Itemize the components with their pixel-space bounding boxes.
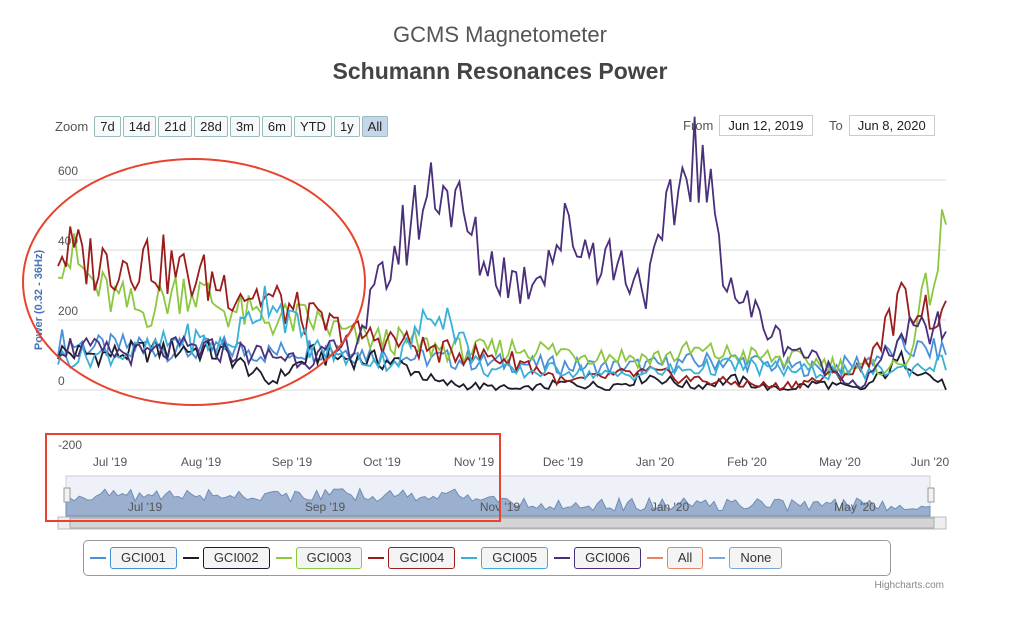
- y-tick-label: 600: [58, 164, 78, 178]
- legend-item-none[interactable]: None: [709, 547, 783, 569]
- nav-x-tick-label: Nov '19: [454, 455, 495, 469]
- zoom-button-21d[interactable]: 21d: [158, 116, 193, 137]
- legend: GCI001 GCI002 GCI003 GCI004 GCI005 GCI006 All…: [83, 540, 891, 576]
- nav-x-tick-label: Jan '20: [636, 455, 675, 469]
- zoom-button-14d[interactable]: 14d: [122, 116, 157, 137]
- legend-button-gci003[interactable]: GCI003: [295, 547, 363, 569]
- range-from-input[interactable]: Jun 12, 2019: [719, 115, 813, 136]
- legend-none-symbol: [709, 557, 726, 559]
- nav-x-tick-label: Jul '19: [93, 455, 128, 469]
- legend-symbol-gci004: [368, 557, 385, 559]
- legend-button-gci004[interactable]: GCI004: [388, 547, 456, 569]
- range-to-label: To: [829, 118, 843, 133]
- series-line-gci006: [57, 116, 947, 390]
- y-tick-label: 200: [58, 304, 78, 318]
- zoom-button-3m[interactable]: 3m: [229, 116, 260, 137]
- navigator-left-handle[interactable]: [63, 487, 71, 503]
- legend-button-gci005[interactable]: GCI005: [481, 547, 549, 569]
- legend-symbol-gci003: [275, 557, 292, 559]
- series-line-gci005: [57, 285, 947, 382]
- legend-all-symbol: [646, 557, 663, 559]
- nav-x-tick-label: Feb '20: [727, 455, 767, 469]
- nav-scroll-tick-label: Nov '19: [480, 500, 521, 514]
- credit-link[interactable]: Highcharts.com: [874, 580, 944, 591]
- chart-subtitle: Schumann Resonances Power: [332, 58, 668, 84]
- range-to-input[interactable]: Jun 8, 2020: [848, 115, 935, 136]
- range-from-label: From: [683, 118, 714, 133]
- y-tick-label: -200: [58, 438, 82, 452]
- nav-x-tick-label: Oct '19: [363, 455, 401, 469]
- legend-none-button[interactable]: None: [729, 547, 783, 569]
- nav-scroll-tick-label: Sep '19: [305, 500, 346, 514]
- legend-item-gci005[interactable]: GCI005: [461, 547, 549, 569]
- y-axis-label: Power (0.32 - 36Hz): [33, 250, 45, 351]
- legend-item-gci001[interactable]: GCI001: [90, 547, 177, 569]
- legend-item-gci006[interactable]: GCI006: [554, 547, 641, 569]
- nav-x-tick-label: Jun '20: [911, 455, 950, 469]
- legend-all-button[interactable]: All: [666, 547, 704, 569]
- legend-item-all[interactable]: All: [646, 547, 704, 569]
- legend-symbol-gci001: [90, 557, 106, 559]
- series-line-gci004: [57, 226, 947, 391]
- nav-x-tick-label: May '20: [819, 455, 861, 469]
- range-to: To Jun 8, 2020: [829, 115, 935, 136]
- navigator-right-handle[interactable]: [927, 487, 935, 503]
- legend-symbol-gci002: [182, 557, 199, 559]
- y-tick-label: 0: [58, 374, 65, 388]
- zoom-button-28d[interactable]: 28d: [194, 116, 228, 137]
- zoom-button-ytd[interactable]: YTD: [293, 116, 332, 137]
- legend-item-gci004[interactable]: GCI004: [368, 547, 456, 569]
- nav-x-tick-label: Aug '19: [181, 455, 222, 469]
- legend-button-gci001[interactable]: GCI001: [110, 547, 177, 569]
- chart-title: GCMS Magnetometer: [393, 22, 607, 47]
- zoom-button-1y[interactable]: 1y: [333, 116, 360, 137]
- legend-items: GCI001 GCI002 GCI003 GCI004 GCI005 GCI006: [90, 547, 647, 569]
- zoom-button-7d[interactable]: 7d: [94, 116, 121, 137]
- zoom-button-all[interactable]: All: [361, 116, 389, 137]
- nav-scroll-tick-label: May '20: [834, 500, 876, 514]
- legend-item-gci003[interactable]: GCI003: [275, 547, 363, 569]
- scrollbar-thumb[interactable]: [69, 517, 935, 529]
- zoom-label: Zoom: [55, 119, 89, 134]
- legend-button-gci006[interactable]: GCI006: [574, 547, 641, 569]
- nav-x-tick-label: Sep '19: [272, 455, 313, 469]
- nav-scroll-tick-label: Jan '20: [651, 500, 690, 514]
- legend-symbol-gci005: [461, 557, 478, 559]
- legend-symbol-gci006: [554, 557, 571, 559]
- zoom-button-6m[interactable]: 6m: [261, 116, 292, 137]
- range-from: From Jun 12, 2019: [683, 115, 813, 136]
- zoom-buttons: 7d 14d 21d 28d 3m 6m YTD 1y All: [94, 116, 390, 137]
- nav-x-tick-label: Dec '19: [543, 455, 584, 469]
- zoom-selector: Zoom 7d 14d 21d 28d 3m 6m YTD 1y All: [55, 116, 390, 137]
- legend-button-gci002[interactable]: GCI002: [202, 547, 270, 569]
- legend-item-gci002[interactable]: GCI002: [182, 547, 270, 569]
- nav-scroll-tick-label: Jul '19: [128, 500, 163, 514]
